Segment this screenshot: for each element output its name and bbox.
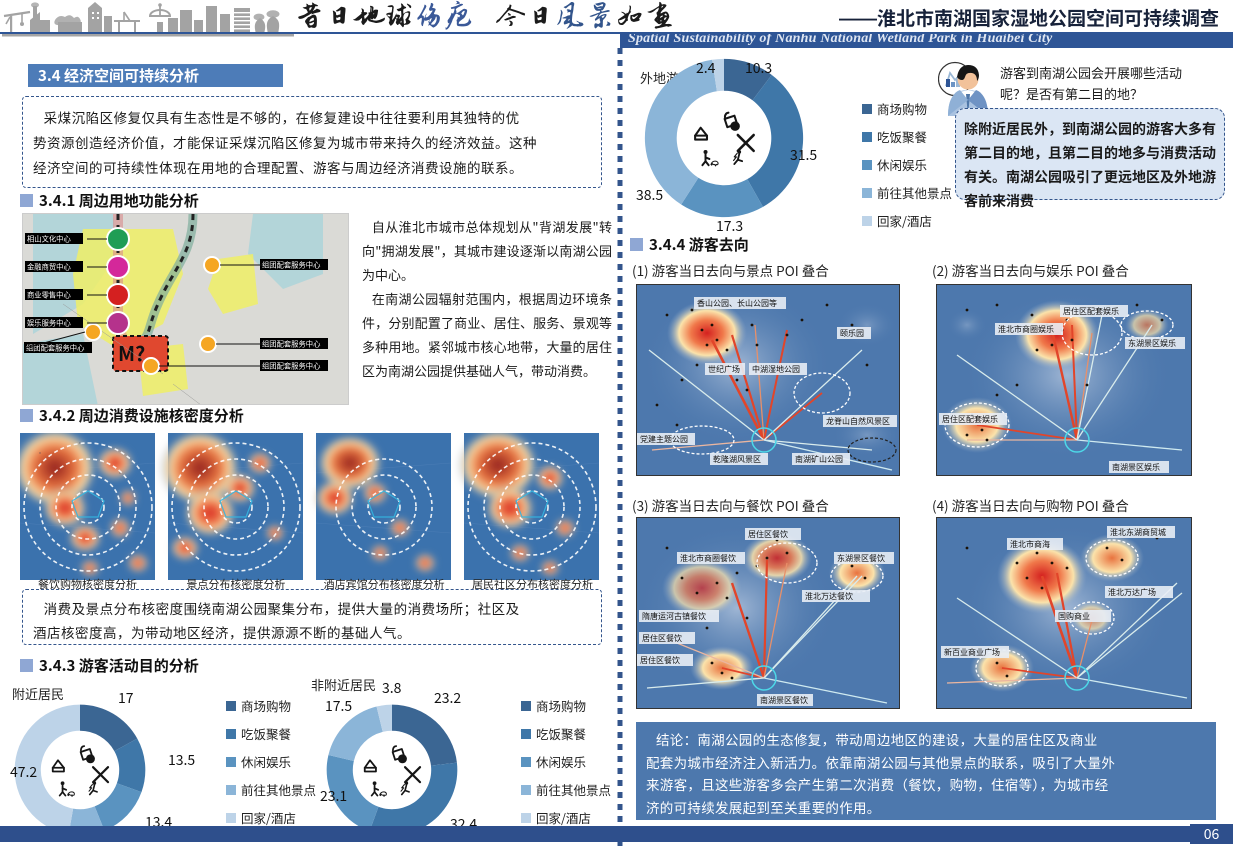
svg-text:东湖景区娱乐: 东湖景区娱乐 (1128, 338, 1176, 349)
svg-text:淮北市商圈餐饮: 淮北市商圈餐饮 (680, 553, 736, 564)
svg-text:组团配套服务中心: 组团配套服务中心 (262, 362, 321, 372)
svg-text:组团配套服务中心: 组团配套服务中心 (262, 340, 321, 350)
svg-text:东湖景区餐饮: 东湖景区餐饮 (837, 553, 885, 564)
svg-text:居住区餐饮: 居住区餐饮 (640, 655, 680, 666)
svg-text:淮北万达餐饮: 淮北万达餐饮 (805, 591, 853, 602)
svg-text:乾隆湖风景区: 乾隆湖风景区 (713, 454, 761, 465)
svg-text:南湖景区餐饮: 南湖景区餐饮 (760, 695, 808, 706)
svg-text:金融商贸中心: 金融商贸中心 (27, 263, 71, 273)
svg-text:商业零售中心: 商业零售中心 (27, 291, 71, 301)
svg-text:居住区配套娱乐: 居住区配套娱乐 (1063, 306, 1119, 317)
svg-text:M?: M? (118, 338, 145, 367)
svg-text:居住区餐饮: 居住区餐饮 (642, 633, 682, 644)
svg-text:龙脊山自然风景区: 龙脊山自然风景区 (826, 416, 890, 427)
svg-text:居住区配套娱乐: 居住区配套娱乐 (942, 414, 998, 425)
svg-text:南湖景区娱乐: 南湖景区娱乐 (1112, 462, 1160, 473)
svg-text:相山文化中心: 相山文化中心 (27, 235, 71, 245)
svg-text:颐乐园: 颐乐园 (840, 328, 864, 339)
svg-text:香山公园、长山公园等: 香山公园、长山公园等 (697, 298, 777, 309)
svg-text:淮北市商海: 淮北市商海 (1010, 539, 1050, 550)
svg-text:淮北万达广场: 淮北万达广场 (1108, 587, 1156, 598)
svg-text:淮北市商圈娱乐: 淮北市商圈娱乐 (998, 324, 1054, 335)
svg-text:隋唐运河古镇餐饮: 隋唐运河古镇餐饮 (642, 611, 706, 622)
svg-text:居住区餐饮: 居住区餐饮 (748, 529, 788, 540)
svg-text:中湖湿地公园: 中湖湿地公园 (752, 364, 800, 375)
svg-text:世纪广场: 世纪广场 (708, 364, 740, 375)
svg-text:组团配套服务中心: 组团配套服务中心 (262, 261, 321, 271)
svg-text:党建主题公园: 党建主题公园 (640, 434, 688, 445)
svg-text:新百业商业广场: 新百业商业广场 (944, 647, 1000, 658)
svg-text:南湖矿山公园: 南湖矿山公园 (795, 454, 843, 465)
svg-text:淮北东湖商贸城: 淮北东湖商贸城 (1110, 527, 1166, 538)
svg-text:国购商业: 国购商业 (1058, 611, 1090, 622)
svg-text:娱乐服务中心: 娱乐服务中心 (27, 319, 71, 329)
